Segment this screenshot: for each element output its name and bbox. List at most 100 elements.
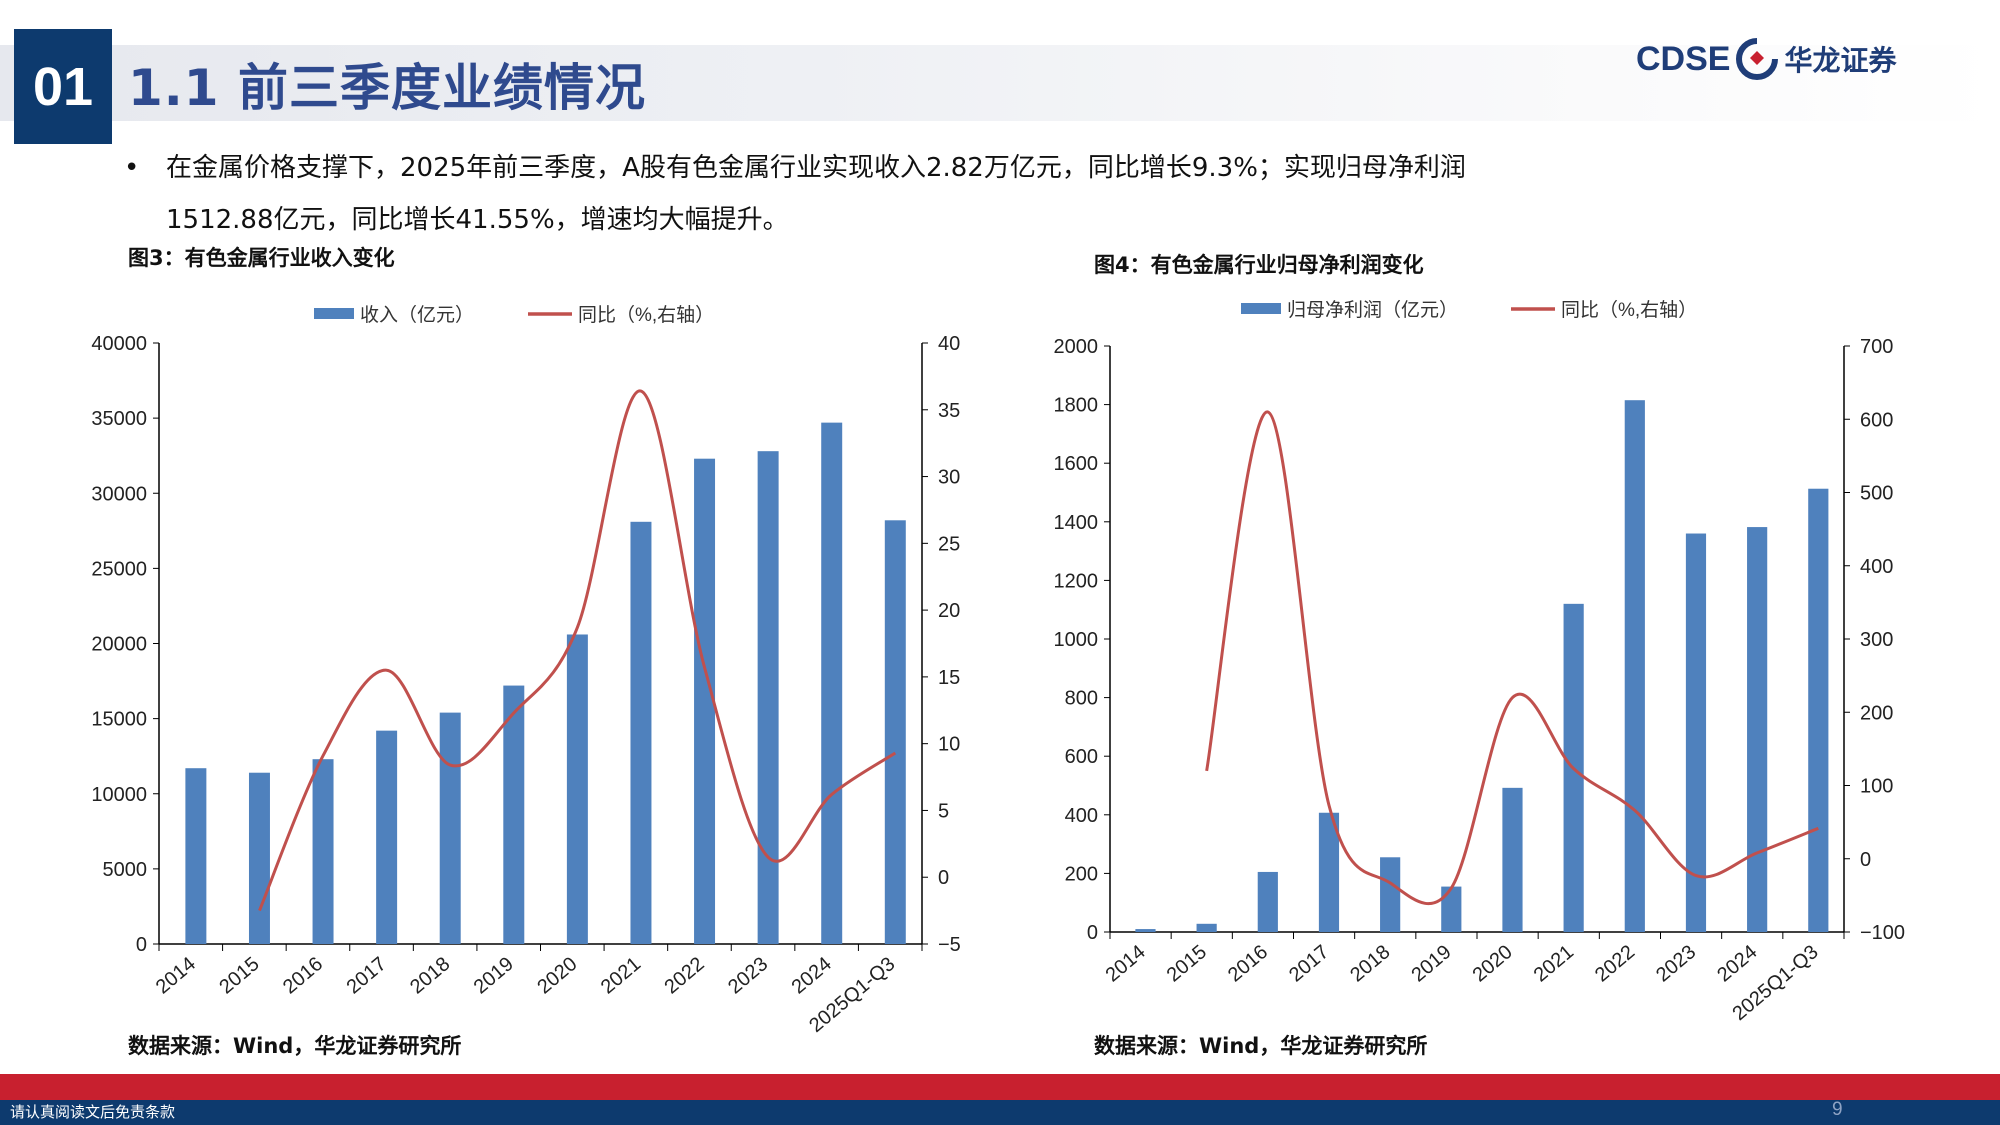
- y2-tick-label: 700: [1860, 336, 1893, 358]
- bullet-dot: •: [124, 153, 140, 183]
- x-tick-label: 2020: [533, 953, 581, 998]
- y2-tick-label: 40: [938, 333, 960, 355]
- x-tick-label: 2016: [279, 953, 327, 998]
- chart-1: 0 5000 10000 15000 20000 25000 30000 35000 40000…: [91, 304, 960, 1037]
- y-tick-label: 40000: [91, 333, 147, 355]
- y-tick-label: 200: [1065, 863, 1098, 885]
- x-tick-label: 2019: [1407, 941, 1455, 986]
- y2-tick-label: 15: [938, 667, 960, 689]
- y-tick-label: 20000: [91, 634, 147, 656]
- bar-2020: [566, 634, 588, 944]
- bar-2016: [1257, 871, 1278, 932]
- bar-2025Q1-Q3: [884, 520, 906, 944]
- section-number: 01: [14, 29, 112, 144]
- bar-2017: [376, 730, 398, 944]
- legend-bar-swatch: [1241, 303, 1281, 314]
- bar-2015: [248, 772, 270, 944]
- chart2-title: 图4：有色金属行业归母净利润变化: [1094, 253, 1424, 277]
- x-tick-label: 2016: [1224, 941, 1272, 986]
- x-tick-label: 2021: [597, 953, 645, 998]
- chart1-source: 数据来源：Wind，华龙证券研究所: [128, 1034, 462, 1058]
- y-tick-label: 1600: [1054, 453, 1099, 475]
- x-tick-label: 2022: [660, 953, 708, 998]
- bar-2022: [1624, 400, 1645, 933]
- x-tick-label: 2019: [470, 953, 518, 998]
- bar-2018: [439, 712, 461, 944]
- y2-tick-label: −100: [1860, 922, 1905, 944]
- page-title: 1.1 前三季度业绩情况: [128, 59, 646, 117]
- legend-bar-label: 收入（亿元）: [360, 304, 474, 326]
- x-tick-label: 2017: [1285, 941, 1333, 986]
- y-tick-label: 400: [1065, 805, 1098, 827]
- y-tick-label: 25000: [91, 558, 147, 580]
- bar-2024: [821, 422, 843, 944]
- company-logo: CDSE 华龙证券: [1636, 38, 1896, 80]
- bar-2019: [1441, 886, 1462, 932]
- y2-tick-label: 20: [938, 600, 960, 622]
- x-tick-label: 2024: [1713, 941, 1761, 986]
- y2-tick-label: 100: [1860, 776, 1893, 798]
- bar-2017: [1318, 812, 1340, 932]
- bar-2016: [312, 759, 334, 944]
- bar-2021: [630, 521, 652, 944]
- bar-2015: [1196, 923, 1217, 932]
- legend: 归母净利润（亿元） 同比（%,右轴）: [1241, 299, 1697, 321]
- footer-blue-bar: [0, 1100, 2000, 1125]
- legend-bar-label: 归母净利润（亿元）: [1287, 299, 1458, 321]
- y2-tick-label: 200: [1860, 702, 1893, 724]
- logo-text-en: CDSE: [1636, 39, 1731, 78]
- y-tick-label: 1200: [1054, 570, 1099, 592]
- page-number: 9: [1832, 1099, 1843, 1120]
- y-tick-label: 10000: [91, 784, 147, 806]
- y-tick-label: 35000: [91, 408, 147, 430]
- x-tick-label: 2020: [1469, 941, 1517, 986]
- bar-2020: [1502, 787, 1523, 932]
- bar-2023: [757, 451, 779, 944]
- chart1-title: 图3：有色金属行业收入变化: [128, 246, 395, 270]
- y-tick-label: 1400: [1054, 512, 1099, 534]
- y-tick-label: 600: [1065, 746, 1098, 768]
- y-tick-label: 800: [1065, 688, 1098, 710]
- x-tick-label: 2023: [1652, 941, 1700, 986]
- bar-2025Q1-Q3: [1808, 488, 1829, 932]
- y-tick-label: 1800: [1054, 395, 1099, 417]
- y2-tick-label: −5: [938, 934, 961, 956]
- bar-2019: [503, 685, 525, 944]
- disclaimer-text: 请认真阅读文后免责条款: [10, 1103, 176, 1121]
- bar-2014: [1135, 929, 1156, 932]
- y-tick-label: 0: [1087, 922, 1098, 944]
- y2-tick-label: 400: [1860, 556, 1893, 578]
- x-tick-label: 2018: [1346, 941, 1394, 986]
- title-band: [0, 45, 2000, 121]
- y2-tick-label: 5: [938, 800, 949, 822]
- logo-text-cn: 华龙证券: [1784, 44, 1897, 77]
- x-tick-label: 2023: [724, 953, 772, 998]
- y-tick-label: 15000: [91, 709, 147, 731]
- summary-line-1: 在金属价格支撑下，2025年前三季度，A股有色金属行业实现收入2.82万亿元，同…: [166, 153, 1466, 183]
- yoy-line: [1205, 410, 1819, 906]
- y-tick-label: 0: [136, 934, 147, 956]
- x-tick-label: 2014: [1102, 941, 1150, 986]
- bar-2018: [1380, 857, 1401, 932]
- y2-tick-label: 30: [938, 467, 960, 489]
- y2-tick-label: 300: [1860, 629, 1893, 651]
- footer-red-bar: [0, 1074, 2000, 1100]
- y2-tick-label: 0: [1860, 849, 1871, 871]
- y-tick-label: 30000: [91, 483, 147, 505]
- y2-tick-label: 500: [1860, 483, 1893, 505]
- y2-tick-label: 35: [938, 400, 960, 422]
- bar-2022: [694, 458, 716, 944]
- x-tick-label: 2015: [1163, 941, 1211, 986]
- chart2-source: 数据来源：Wind，华龙证券研究所: [1094, 1034, 1428, 1058]
- y-tick-label: 1000: [1054, 629, 1099, 651]
- legend-bar-swatch: [314, 308, 354, 319]
- y-tick-label: 2000: [1054, 336, 1099, 358]
- chart-2: 0200400600800100012001400160018002000−10…: [1054, 299, 1906, 1025]
- y2-tick-label: 25: [938, 533, 960, 555]
- x-tick-label: 2014: [152, 953, 200, 998]
- y2-tick-label: 0: [938, 867, 949, 889]
- x-tick-label: 2018: [406, 953, 454, 998]
- y-tick-label: 5000: [103, 859, 148, 881]
- logo-swirl-icon: [1736, 38, 1779, 80]
